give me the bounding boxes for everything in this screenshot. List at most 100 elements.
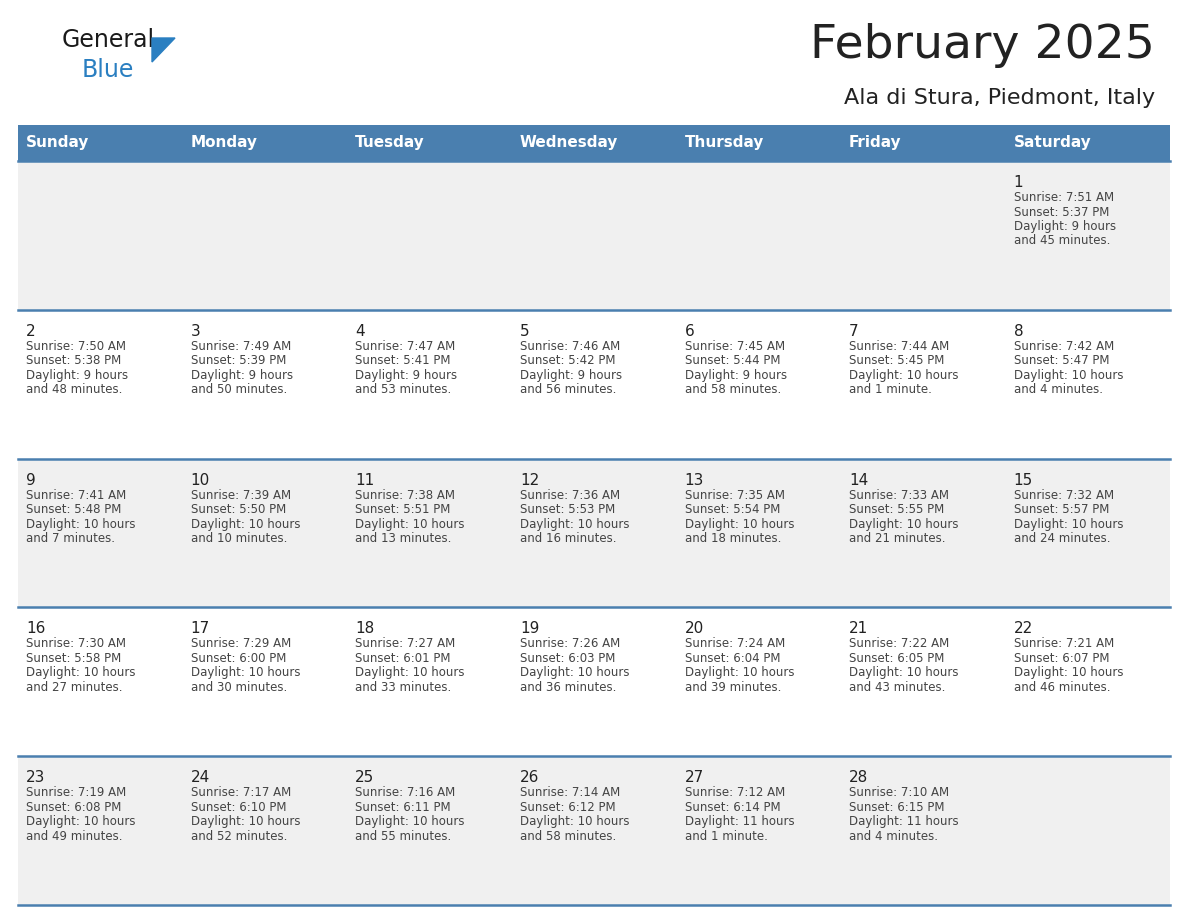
Text: 22: 22 bbox=[1013, 621, 1032, 636]
Text: Sunrise: 7:38 AM: Sunrise: 7:38 AM bbox=[355, 488, 455, 501]
Text: February 2025: February 2025 bbox=[810, 23, 1155, 68]
Text: Sunset: 5:57 PM: Sunset: 5:57 PM bbox=[1013, 503, 1110, 516]
Text: Daylight: 9 hours: Daylight: 9 hours bbox=[355, 369, 457, 382]
Text: and 4 minutes.: and 4 minutes. bbox=[849, 830, 939, 843]
Text: Tuesday: Tuesday bbox=[355, 136, 425, 151]
Text: Sunrise: 7:44 AM: Sunrise: 7:44 AM bbox=[849, 340, 949, 353]
Text: Daylight: 9 hours: Daylight: 9 hours bbox=[684, 369, 786, 382]
Bar bbox=[183, 125, 347, 161]
Text: and 4 minutes.: and 4 minutes. bbox=[1013, 384, 1102, 397]
Bar bbox=[1005, 125, 1170, 161]
Text: Sunset: 5:50 PM: Sunset: 5:50 PM bbox=[191, 503, 286, 516]
Text: Daylight: 10 hours: Daylight: 10 hours bbox=[26, 666, 135, 679]
Text: Daylight: 10 hours: Daylight: 10 hours bbox=[355, 666, 465, 679]
Text: Sunrise: 7:45 AM: Sunrise: 7:45 AM bbox=[684, 340, 784, 353]
Text: Sunrise: 7:51 AM: Sunrise: 7:51 AM bbox=[1013, 191, 1114, 204]
Text: 3: 3 bbox=[191, 324, 201, 339]
Text: and 36 minutes.: and 36 minutes. bbox=[520, 681, 617, 694]
Text: 13: 13 bbox=[684, 473, 703, 487]
Text: 16: 16 bbox=[26, 621, 45, 636]
Text: Sunrise: 7:16 AM: Sunrise: 7:16 AM bbox=[355, 786, 456, 800]
Text: Sunset: 5:39 PM: Sunset: 5:39 PM bbox=[191, 354, 286, 367]
Text: 24: 24 bbox=[191, 770, 210, 785]
Text: Sunrise: 7:36 AM: Sunrise: 7:36 AM bbox=[520, 488, 620, 501]
Text: Sunrise: 7:24 AM: Sunrise: 7:24 AM bbox=[684, 637, 785, 650]
Text: 1: 1 bbox=[1013, 175, 1023, 190]
Text: Sunset: 5:58 PM: Sunset: 5:58 PM bbox=[26, 652, 121, 665]
Text: Sunrise: 7:33 AM: Sunrise: 7:33 AM bbox=[849, 488, 949, 501]
Text: Sunset: 5:55 PM: Sunset: 5:55 PM bbox=[849, 503, 944, 516]
Text: Daylight: 10 hours: Daylight: 10 hours bbox=[191, 666, 301, 679]
Text: and 49 minutes.: and 49 minutes. bbox=[26, 830, 122, 843]
Text: and 21 minutes.: and 21 minutes. bbox=[849, 532, 946, 545]
Text: Daylight: 10 hours: Daylight: 10 hours bbox=[1013, 666, 1123, 679]
Text: General: General bbox=[62, 28, 156, 52]
Text: Sunrise: 7:14 AM: Sunrise: 7:14 AM bbox=[520, 786, 620, 800]
Text: Sunset: 5:53 PM: Sunset: 5:53 PM bbox=[520, 503, 615, 516]
Text: Sunrise: 7:49 AM: Sunrise: 7:49 AM bbox=[191, 340, 291, 353]
Text: Daylight: 10 hours: Daylight: 10 hours bbox=[520, 666, 630, 679]
Text: 25: 25 bbox=[355, 770, 374, 785]
Text: and 56 minutes.: and 56 minutes. bbox=[520, 384, 617, 397]
Text: Wednesday: Wednesday bbox=[520, 136, 618, 151]
Text: 12: 12 bbox=[520, 473, 539, 487]
Text: Sunset: 6:08 PM: Sunset: 6:08 PM bbox=[26, 800, 121, 813]
Text: Sunset: 5:54 PM: Sunset: 5:54 PM bbox=[684, 503, 779, 516]
Text: Sunset: 6:15 PM: Sunset: 6:15 PM bbox=[849, 800, 944, 813]
Text: 26: 26 bbox=[520, 770, 539, 785]
Bar bbox=[18, 125, 183, 161]
Text: and 58 minutes.: and 58 minutes. bbox=[684, 384, 781, 397]
Text: Ala di Stura, Piedmont, Italy: Ala di Stura, Piedmont, Italy bbox=[843, 88, 1155, 108]
Text: Daylight: 10 hours: Daylight: 10 hours bbox=[1013, 518, 1123, 531]
Text: and 24 minutes.: and 24 minutes. bbox=[1013, 532, 1110, 545]
Text: Sunrise: 7:12 AM: Sunrise: 7:12 AM bbox=[684, 786, 785, 800]
Text: Sunset: 5:42 PM: Sunset: 5:42 PM bbox=[520, 354, 615, 367]
Text: Sunset: 5:45 PM: Sunset: 5:45 PM bbox=[849, 354, 944, 367]
Text: Daylight: 10 hours: Daylight: 10 hours bbox=[684, 518, 794, 531]
Bar bbox=[18, 756, 1170, 905]
Text: Daylight: 10 hours: Daylight: 10 hours bbox=[684, 666, 794, 679]
Text: Sunset: 6:14 PM: Sunset: 6:14 PM bbox=[684, 800, 781, 813]
Bar bbox=[347, 125, 512, 161]
Text: Sunset: 5:44 PM: Sunset: 5:44 PM bbox=[684, 354, 781, 367]
Text: Sunrise: 7:27 AM: Sunrise: 7:27 AM bbox=[355, 637, 456, 650]
Text: and 10 minutes.: and 10 minutes. bbox=[191, 532, 287, 545]
Text: Sunset: 6:07 PM: Sunset: 6:07 PM bbox=[1013, 652, 1110, 665]
Bar bbox=[512, 125, 676, 161]
Bar bbox=[18, 309, 1170, 459]
Text: and 27 minutes.: and 27 minutes. bbox=[26, 681, 122, 694]
Text: Sunset: 6:00 PM: Sunset: 6:00 PM bbox=[191, 652, 286, 665]
Text: and 48 minutes.: and 48 minutes. bbox=[26, 384, 122, 397]
Text: Daylight: 9 hours: Daylight: 9 hours bbox=[26, 369, 128, 382]
Text: Sunset: 5:47 PM: Sunset: 5:47 PM bbox=[1013, 354, 1110, 367]
Text: Saturday: Saturday bbox=[1013, 136, 1092, 151]
Text: 7: 7 bbox=[849, 324, 859, 339]
Text: 10: 10 bbox=[191, 473, 210, 487]
Text: Blue: Blue bbox=[82, 58, 134, 82]
Polygon shape bbox=[152, 38, 175, 62]
Text: Sunset: 6:05 PM: Sunset: 6:05 PM bbox=[849, 652, 944, 665]
Text: Daylight: 10 hours: Daylight: 10 hours bbox=[520, 518, 630, 531]
Text: Sunrise: 7:35 AM: Sunrise: 7:35 AM bbox=[684, 488, 784, 501]
Text: and 18 minutes.: and 18 minutes. bbox=[684, 532, 781, 545]
Text: Thursday: Thursday bbox=[684, 136, 764, 151]
Text: Sunrise: 7:22 AM: Sunrise: 7:22 AM bbox=[849, 637, 949, 650]
Text: Sunrise: 7:30 AM: Sunrise: 7:30 AM bbox=[26, 637, 126, 650]
Text: Sunset: 6:10 PM: Sunset: 6:10 PM bbox=[191, 800, 286, 813]
Text: 21: 21 bbox=[849, 621, 868, 636]
Text: Sunrise: 7:42 AM: Sunrise: 7:42 AM bbox=[1013, 340, 1114, 353]
Text: Daylight: 9 hours: Daylight: 9 hours bbox=[520, 369, 623, 382]
Text: and 52 minutes.: and 52 minutes. bbox=[191, 830, 287, 843]
Text: 11: 11 bbox=[355, 473, 374, 487]
Text: and 43 minutes.: and 43 minutes. bbox=[849, 681, 946, 694]
Text: Sunrise: 7:50 AM: Sunrise: 7:50 AM bbox=[26, 340, 126, 353]
Text: Daylight: 11 hours: Daylight: 11 hours bbox=[684, 815, 794, 828]
Text: Daylight: 10 hours: Daylight: 10 hours bbox=[849, 518, 959, 531]
Text: Sunrise: 7:47 AM: Sunrise: 7:47 AM bbox=[355, 340, 456, 353]
Text: and 53 minutes.: and 53 minutes. bbox=[355, 384, 451, 397]
Text: 8: 8 bbox=[1013, 324, 1023, 339]
Text: 23: 23 bbox=[26, 770, 45, 785]
Text: 15: 15 bbox=[1013, 473, 1032, 487]
Bar bbox=[18, 161, 1170, 309]
Text: Sunset: 6:12 PM: Sunset: 6:12 PM bbox=[520, 800, 615, 813]
